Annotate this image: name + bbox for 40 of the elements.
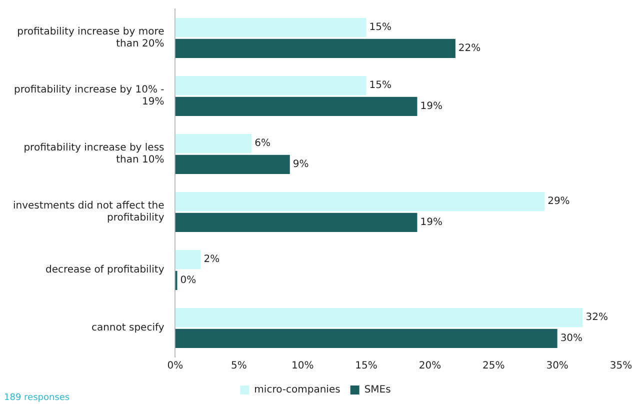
bar <box>175 38 456 58</box>
legend-label: SMEs <box>364 384 391 396</box>
x-tick-label: 20% <box>418 360 442 372</box>
data-label: 30% <box>560 333 583 344</box>
y-tick-label: profitability increase by 10% - 19% <box>14 84 165 108</box>
data-label: 6% <box>254 138 271 150</box>
bar <box>175 96 418 116</box>
bar <box>175 308 583 328</box>
legend-label: micro-companies <box>254 384 340 396</box>
bar <box>175 134 252 154</box>
data-label: 9% <box>292 159 309 170</box>
data-label: 2% <box>204 254 220 266</box>
x-tick-label: 30% <box>546 360 568 372</box>
x-tick-label: 0% <box>167 360 184 372</box>
y-tick-label: profitability increase by less than 10% <box>24 142 164 166</box>
data-label: 22% <box>458 43 481 54</box>
data-label: 15% <box>369 22 392 34</box>
y-tick-label: investments did not affect the profitability <box>12 200 164 224</box>
x-tick-label: 25% <box>482 360 505 372</box>
x-tick-label: 35% <box>610 360 632 372</box>
y-tick-label: cannot specify <box>91 322 164 334</box>
data-label: 29% <box>548 196 570 208</box>
y-tick-label: decrease of profitability <box>45 264 164 276</box>
x-tick-label: 5% <box>230 360 247 372</box>
text: 189 responses <box>4 393 70 403</box>
bar <box>175 328 558 348</box>
data-label: 15% <box>369 80 392 92</box>
bar <box>175 192 545 212</box>
data-label: 19% <box>420 101 442 112</box>
bar <box>175 154 290 174</box>
bar <box>175 18 366 38</box>
x-tick-label: 10% <box>291 360 314 372</box>
bar <box>175 212 418 232</box>
y-tick-label: profitability increase by more than 20% <box>17 26 164 50</box>
bar <box>175 76 366 96</box>
x-tick-label: 15% <box>355 360 378 372</box>
data-label: 0% <box>180 275 196 286</box>
data-label: 19% <box>420 217 442 228</box>
bar <box>175 250 201 270</box>
data-label: 32% <box>586 312 608 324</box>
